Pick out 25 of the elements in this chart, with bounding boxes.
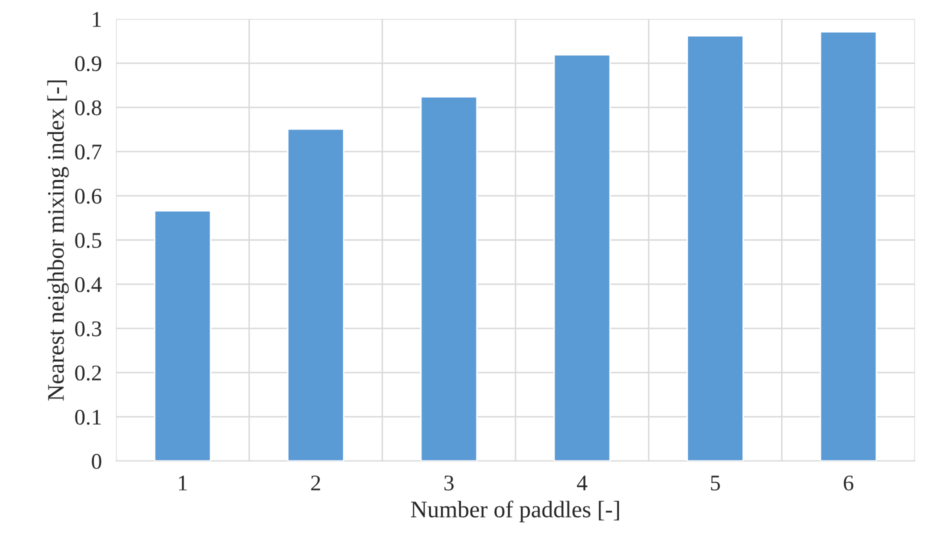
x-tick-label: 6 [844,476,854,491]
y-tick-label: 0 [92,454,102,469]
bar [154,210,212,461]
bar [820,31,878,461]
x-tick-label: 3 [444,476,454,491]
y-tick-label: 1 [92,12,101,27]
y-tick-label: 0.6 [75,188,102,204]
y-tick-label: 0.8 [75,100,102,116]
bar [420,96,478,461]
x-tick-label: 4 [576,476,588,490]
y-tick-label: 0.4 [75,277,102,292]
x-tick-label: 1 [178,476,187,490]
y-tick-label: 0.2 [75,366,101,381]
x-axis-title: Number of paddles [-] [410,500,619,522]
bar [553,54,611,461]
y-tick-label: 0.3 [75,321,102,336]
y-tick-label: 0.9 [75,56,102,72]
bar [686,35,744,461]
x-tick-label: 2 [311,476,320,490]
y-axis-title: Nearest neighbor mixing index [-] [47,80,69,401]
x-tick-label: 5 [710,476,720,491]
y-tick-label: 0.7 [75,144,102,160]
y-tick-label: 0.1 [75,410,101,425]
bar [287,128,344,461]
y-tick-label: 0.5 [75,232,102,248]
